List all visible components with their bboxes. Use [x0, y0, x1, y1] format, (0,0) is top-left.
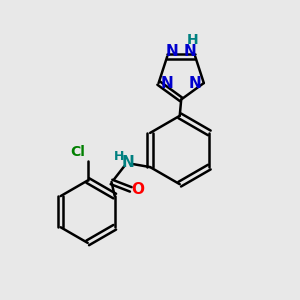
Text: N: N [122, 155, 134, 170]
Text: O: O [131, 182, 144, 197]
Text: N: N [165, 44, 178, 59]
Text: H: H [114, 150, 125, 163]
Text: N: N [184, 44, 196, 59]
Text: N: N [160, 76, 173, 91]
Text: H: H [187, 33, 199, 47]
Text: Cl: Cl [70, 145, 85, 159]
Text: N: N [188, 76, 201, 91]
